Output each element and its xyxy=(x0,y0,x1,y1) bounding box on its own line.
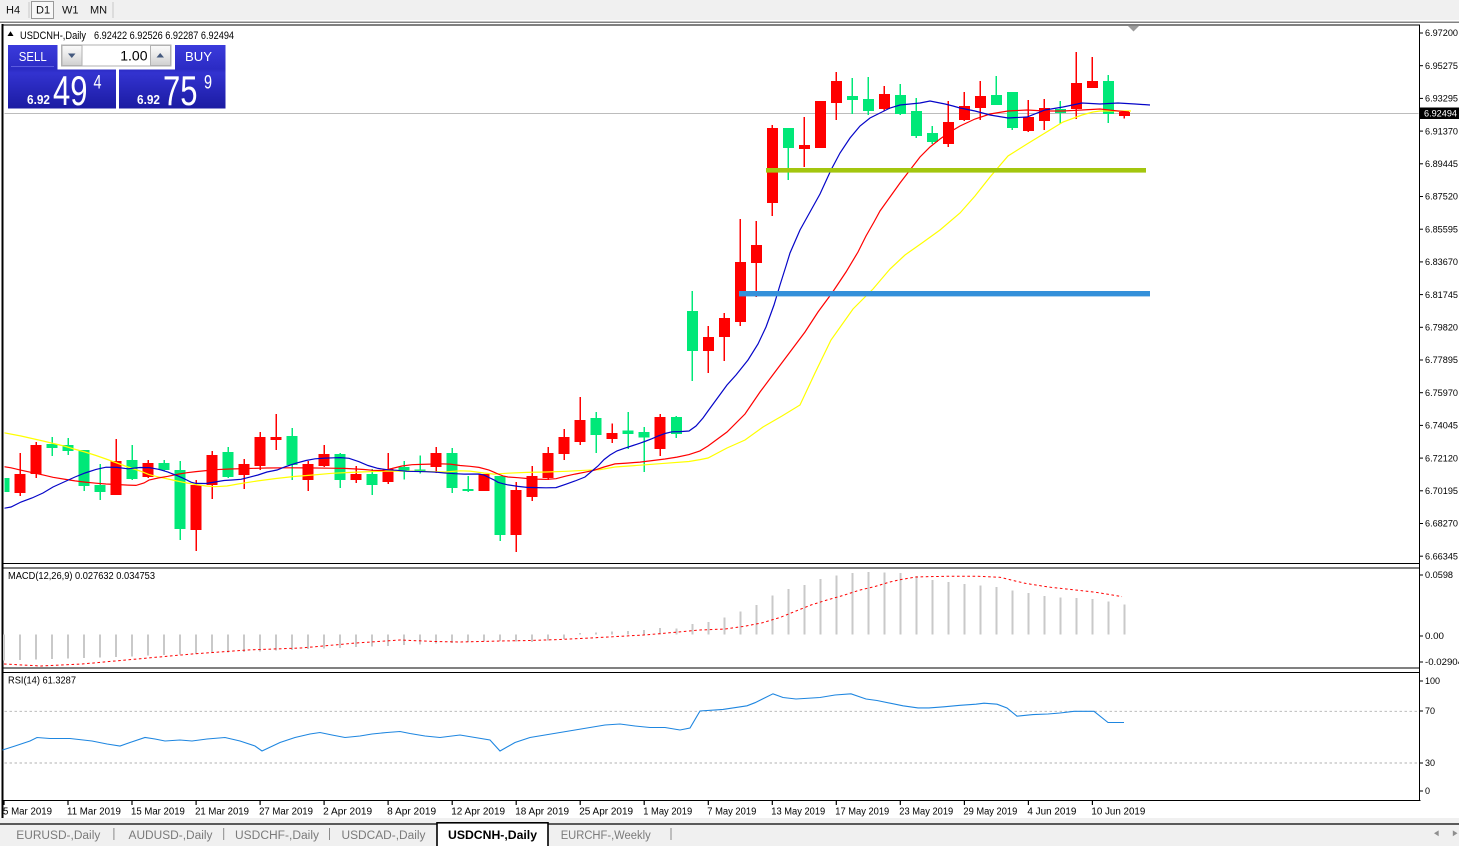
svg-text:15 Mar 2019: 15 Mar 2019 xyxy=(131,807,185,818)
svg-text:25 Apr 2019: 25 Apr 2019 xyxy=(579,807,633,818)
svg-text:18 Apr 2019: 18 Apr 2019 xyxy=(515,807,569,818)
svg-text:SELL: SELL xyxy=(19,49,47,64)
svg-text:EURCHF-,Weekly: EURCHF-,Weekly xyxy=(561,830,651,842)
svg-text:49: 49 xyxy=(53,67,88,114)
svg-text:29 May 2019: 29 May 2019 xyxy=(963,807,1017,818)
svg-text:13 May 2019: 13 May 2019 xyxy=(771,807,825,818)
svg-text:30: 30 xyxy=(1425,758,1435,768)
svg-text:27 Mar 2019: 27 Mar 2019 xyxy=(259,807,313,818)
svg-text:6.95275: 6.95275 xyxy=(1425,61,1458,71)
svg-text:23 May 2019: 23 May 2019 xyxy=(899,807,953,818)
svg-text:6.92494: 6.92494 xyxy=(1424,109,1457,119)
svg-text:6.81745: 6.81745 xyxy=(1425,290,1458,300)
svg-text:6.66345: 6.66345 xyxy=(1425,551,1458,561)
svg-text:AUDUSD-,Daily: AUDUSD-,Daily xyxy=(129,830,213,842)
svg-text:H4: H4 xyxy=(6,5,20,17)
svg-text:4 Jun 2019: 4 Jun 2019 xyxy=(1027,807,1076,818)
svg-text:6.93295: 6.93295 xyxy=(1425,94,1458,104)
svg-text:2 Apr 2019: 2 Apr 2019 xyxy=(323,807,372,818)
svg-text:6.79820: 6.79820 xyxy=(1425,323,1458,333)
svg-text:6.75970: 6.75970 xyxy=(1425,388,1458,398)
svg-text:75: 75 xyxy=(163,67,198,114)
svg-text:6.92: 6.92 xyxy=(27,92,50,107)
svg-text:6.91370: 6.91370 xyxy=(1425,126,1458,136)
svg-text:MN: MN xyxy=(90,5,107,17)
svg-text:1.00: 1.00 xyxy=(120,48,147,64)
svg-text:6.89445: 6.89445 xyxy=(1425,159,1458,169)
svg-text:6.77895: 6.77895 xyxy=(1425,355,1458,365)
svg-text:USDCNH-,Daily: USDCNH-,Daily xyxy=(448,830,538,842)
svg-text:11 Mar 2019: 11 Mar 2019 xyxy=(67,807,121,818)
svg-text:USDCAD-,Daily: USDCAD-,Daily xyxy=(342,830,426,842)
svg-text:6.68270: 6.68270 xyxy=(1425,519,1458,529)
svg-text:MACD(12,26,9) 0.027632 0.03475: MACD(12,26,9) 0.027632 0.034753 xyxy=(8,571,155,582)
svg-text:6.92422 6.92526 6.92287 6.9249: 6.92422 6.92526 6.92287 6.92494 xyxy=(94,30,234,42)
svg-text:6.70195: 6.70195 xyxy=(1425,486,1458,496)
svg-text:0: 0 xyxy=(1425,786,1430,796)
svg-text:RSI(14) 61.3287: RSI(14) 61.3287 xyxy=(8,676,76,687)
svg-text:10 Jun 2019: 10 Jun 2019 xyxy=(1091,807,1145,818)
svg-text:6.72120: 6.72120 xyxy=(1425,453,1458,463)
svg-text:5 Mar 2019: 5 Mar 2019 xyxy=(3,807,52,818)
svg-text:-0.02904: -0.02904 xyxy=(1425,657,1459,667)
svg-text:0.00: 0.00 xyxy=(1425,631,1444,641)
svg-text:D1: D1 xyxy=(36,5,50,17)
svg-text:W1: W1 xyxy=(62,5,79,17)
svg-text:4: 4 xyxy=(94,72,102,94)
svg-text:6.97200: 6.97200 xyxy=(1425,28,1458,38)
svg-text:EURUSD-,Daily: EURUSD-,Daily xyxy=(16,830,100,842)
svg-text:0.0598: 0.0598 xyxy=(1425,570,1453,580)
svg-text:6.85595: 6.85595 xyxy=(1425,224,1458,234)
svg-text:6.83670: 6.83670 xyxy=(1425,257,1458,267)
svg-text:1 May 2019: 1 May 2019 xyxy=(643,807,692,818)
svg-text:17 May 2019: 17 May 2019 xyxy=(835,807,889,818)
svg-text:6.92: 6.92 xyxy=(137,92,160,107)
svg-text:9: 9 xyxy=(204,72,212,94)
svg-text:8 Apr 2019: 8 Apr 2019 xyxy=(387,807,436,818)
svg-text:USDCNH-,Daily: USDCNH-,Daily xyxy=(20,30,86,42)
svg-text:12 Apr 2019: 12 Apr 2019 xyxy=(451,807,505,818)
svg-text:21 Mar 2019: 21 Mar 2019 xyxy=(195,807,249,818)
svg-text:BUY: BUY xyxy=(185,49,212,64)
svg-text:6.74045: 6.74045 xyxy=(1425,421,1458,431)
svg-text:USDCHF-,Daily: USDCHF-,Daily xyxy=(235,830,319,842)
svg-text:7 May 2019: 7 May 2019 xyxy=(707,807,756,818)
svg-text:70: 70 xyxy=(1425,706,1435,716)
svg-text:6.87520: 6.87520 xyxy=(1425,192,1458,202)
svg-text:100: 100 xyxy=(1425,676,1440,686)
